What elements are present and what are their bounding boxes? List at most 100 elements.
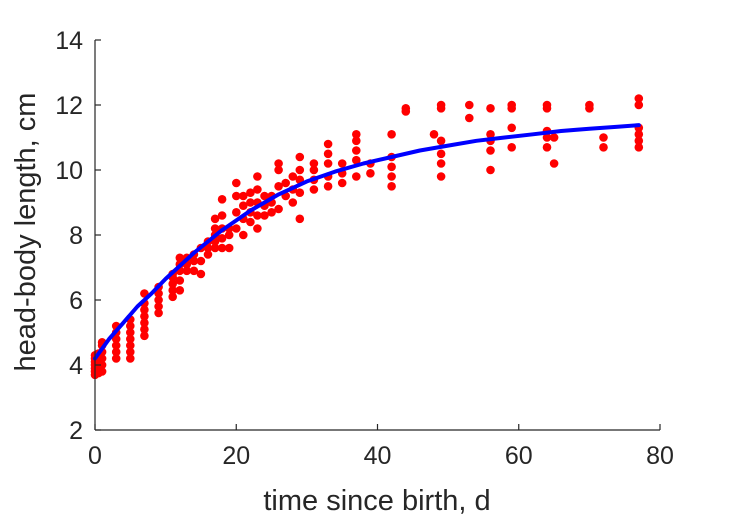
data-point xyxy=(126,328,135,337)
data-point xyxy=(599,143,608,152)
data-point xyxy=(465,113,474,123)
data-point xyxy=(111,334,121,344)
data-point xyxy=(217,243,227,253)
data-point xyxy=(246,198,255,207)
data-point xyxy=(429,130,439,139)
data-point xyxy=(387,130,396,139)
data-point xyxy=(323,182,333,191)
data-point xyxy=(323,159,333,168)
data-point xyxy=(274,204,283,214)
data-point xyxy=(542,100,552,110)
data-point xyxy=(232,224,241,233)
data-point xyxy=(352,130,361,139)
data-point xyxy=(97,360,107,370)
data-point xyxy=(126,334,135,344)
data-point xyxy=(168,292,177,302)
data-point xyxy=(210,243,220,253)
data-point xyxy=(154,289,163,298)
data-point xyxy=(224,243,234,253)
data-point xyxy=(203,250,213,259)
data-point xyxy=(239,230,248,240)
y-tick-label: 2 xyxy=(69,417,83,445)
data-point xyxy=(267,208,276,217)
data-point xyxy=(352,146,361,155)
data-point xyxy=(210,214,220,224)
data-point xyxy=(486,104,495,113)
y-tick-label: 4 xyxy=(69,352,83,380)
data-point xyxy=(111,354,121,363)
data-point xyxy=(352,172,361,181)
data-point xyxy=(288,172,298,181)
data-point xyxy=(196,256,206,266)
data-point xyxy=(126,347,135,357)
data-point xyxy=(436,159,446,168)
data-point xyxy=(387,182,396,191)
data-point xyxy=(387,172,396,181)
y-tick-label: 8 xyxy=(69,222,83,250)
data-point xyxy=(253,185,262,194)
data-point xyxy=(387,162,396,172)
tick-labels: 0 20 40 60 80 2 4 6 8 10 12 14 xyxy=(55,27,674,470)
data-point xyxy=(232,208,241,217)
data-point xyxy=(436,149,446,159)
data-point xyxy=(175,253,185,263)
data-point xyxy=(507,123,516,133)
data-point xyxy=(140,325,149,334)
y-tick-label: 14 xyxy=(55,27,83,55)
plot-area xyxy=(90,94,644,380)
y-tick-label: 6 xyxy=(69,287,83,315)
data-point xyxy=(111,341,121,350)
data-point xyxy=(175,286,185,295)
data-point xyxy=(260,211,269,220)
y-tick-label: 10 xyxy=(55,157,83,185)
data-point xyxy=(323,139,333,149)
data-point xyxy=(239,191,248,201)
axes xyxy=(94,39,661,431)
data-point xyxy=(634,136,644,146)
data-point xyxy=(154,302,163,311)
data-point xyxy=(182,266,192,276)
data-point xyxy=(97,354,107,363)
data-point xyxy=(309,185,319,194)
fit-curve xyxy=(93,123,641,361)
data-point xyxy=(295,152,305,162)
x-tick-label: 20 xyxy=(222,442,250,470)
data-point xyxy=(246,217,255,227)
data-point xyxy=(352,136,361,146)
data-point xyxy=(111,347,121,357)
data-point xyxy=(634,130,644,139)
data-point xyxy=(549,133,559,142)
data-point xyxy=(140,312,149,321)
data-point xyxy=(246,188,255,197)
x-axis-label: time since birth, d xyxy=(263,485,490,517)
data-point xyxy=(154,308,163,318)
data-point xyxy=(189,266,199,276)
data-point xyxy=(436,136,446,146)
data-point xyxy=(323,149,333,159)
data-point xyxy=(295,165,305,175)
data-point xyxy=(486,130,495,139)
data-point xyxy=(140,318,149,328)
data-point xyxy=(232,178,241,188)
data-point xyxy=(634,100,644,110)
data-point xyxy=(309,159,319,168)
data-point xyxy=(97,367,107,376)
data-point xyxy=(337,178,347,188)
data-point xyxy=(309,165,319,175)
data-point xyxy=(274,182,283,191)
data-point xyxy=(253,211,262,220)
data-point xyxy=(436,100,446,110)
data-point xyxy=(337,159,347,168)
data-point xyxy=(507,143,516,152)
data-point xyxy=(401,104,411,113)
data-point xyxy=(542,143,552,152)
data-point xyxy=(486,165,495,175)
data-point xyxy=(168,286,177,295)
x-tick-label: 0 xyxy=(88,442,102,470)
x-tick-label: 60 xyxy=(505,442,533,470)
data-point xyxy=(140,305,149,315)
data-point xyxy=(126,341,135,350)
data-point xyxy=(634,94,644,103)
data-point xyxy=(465,100,474,110)
